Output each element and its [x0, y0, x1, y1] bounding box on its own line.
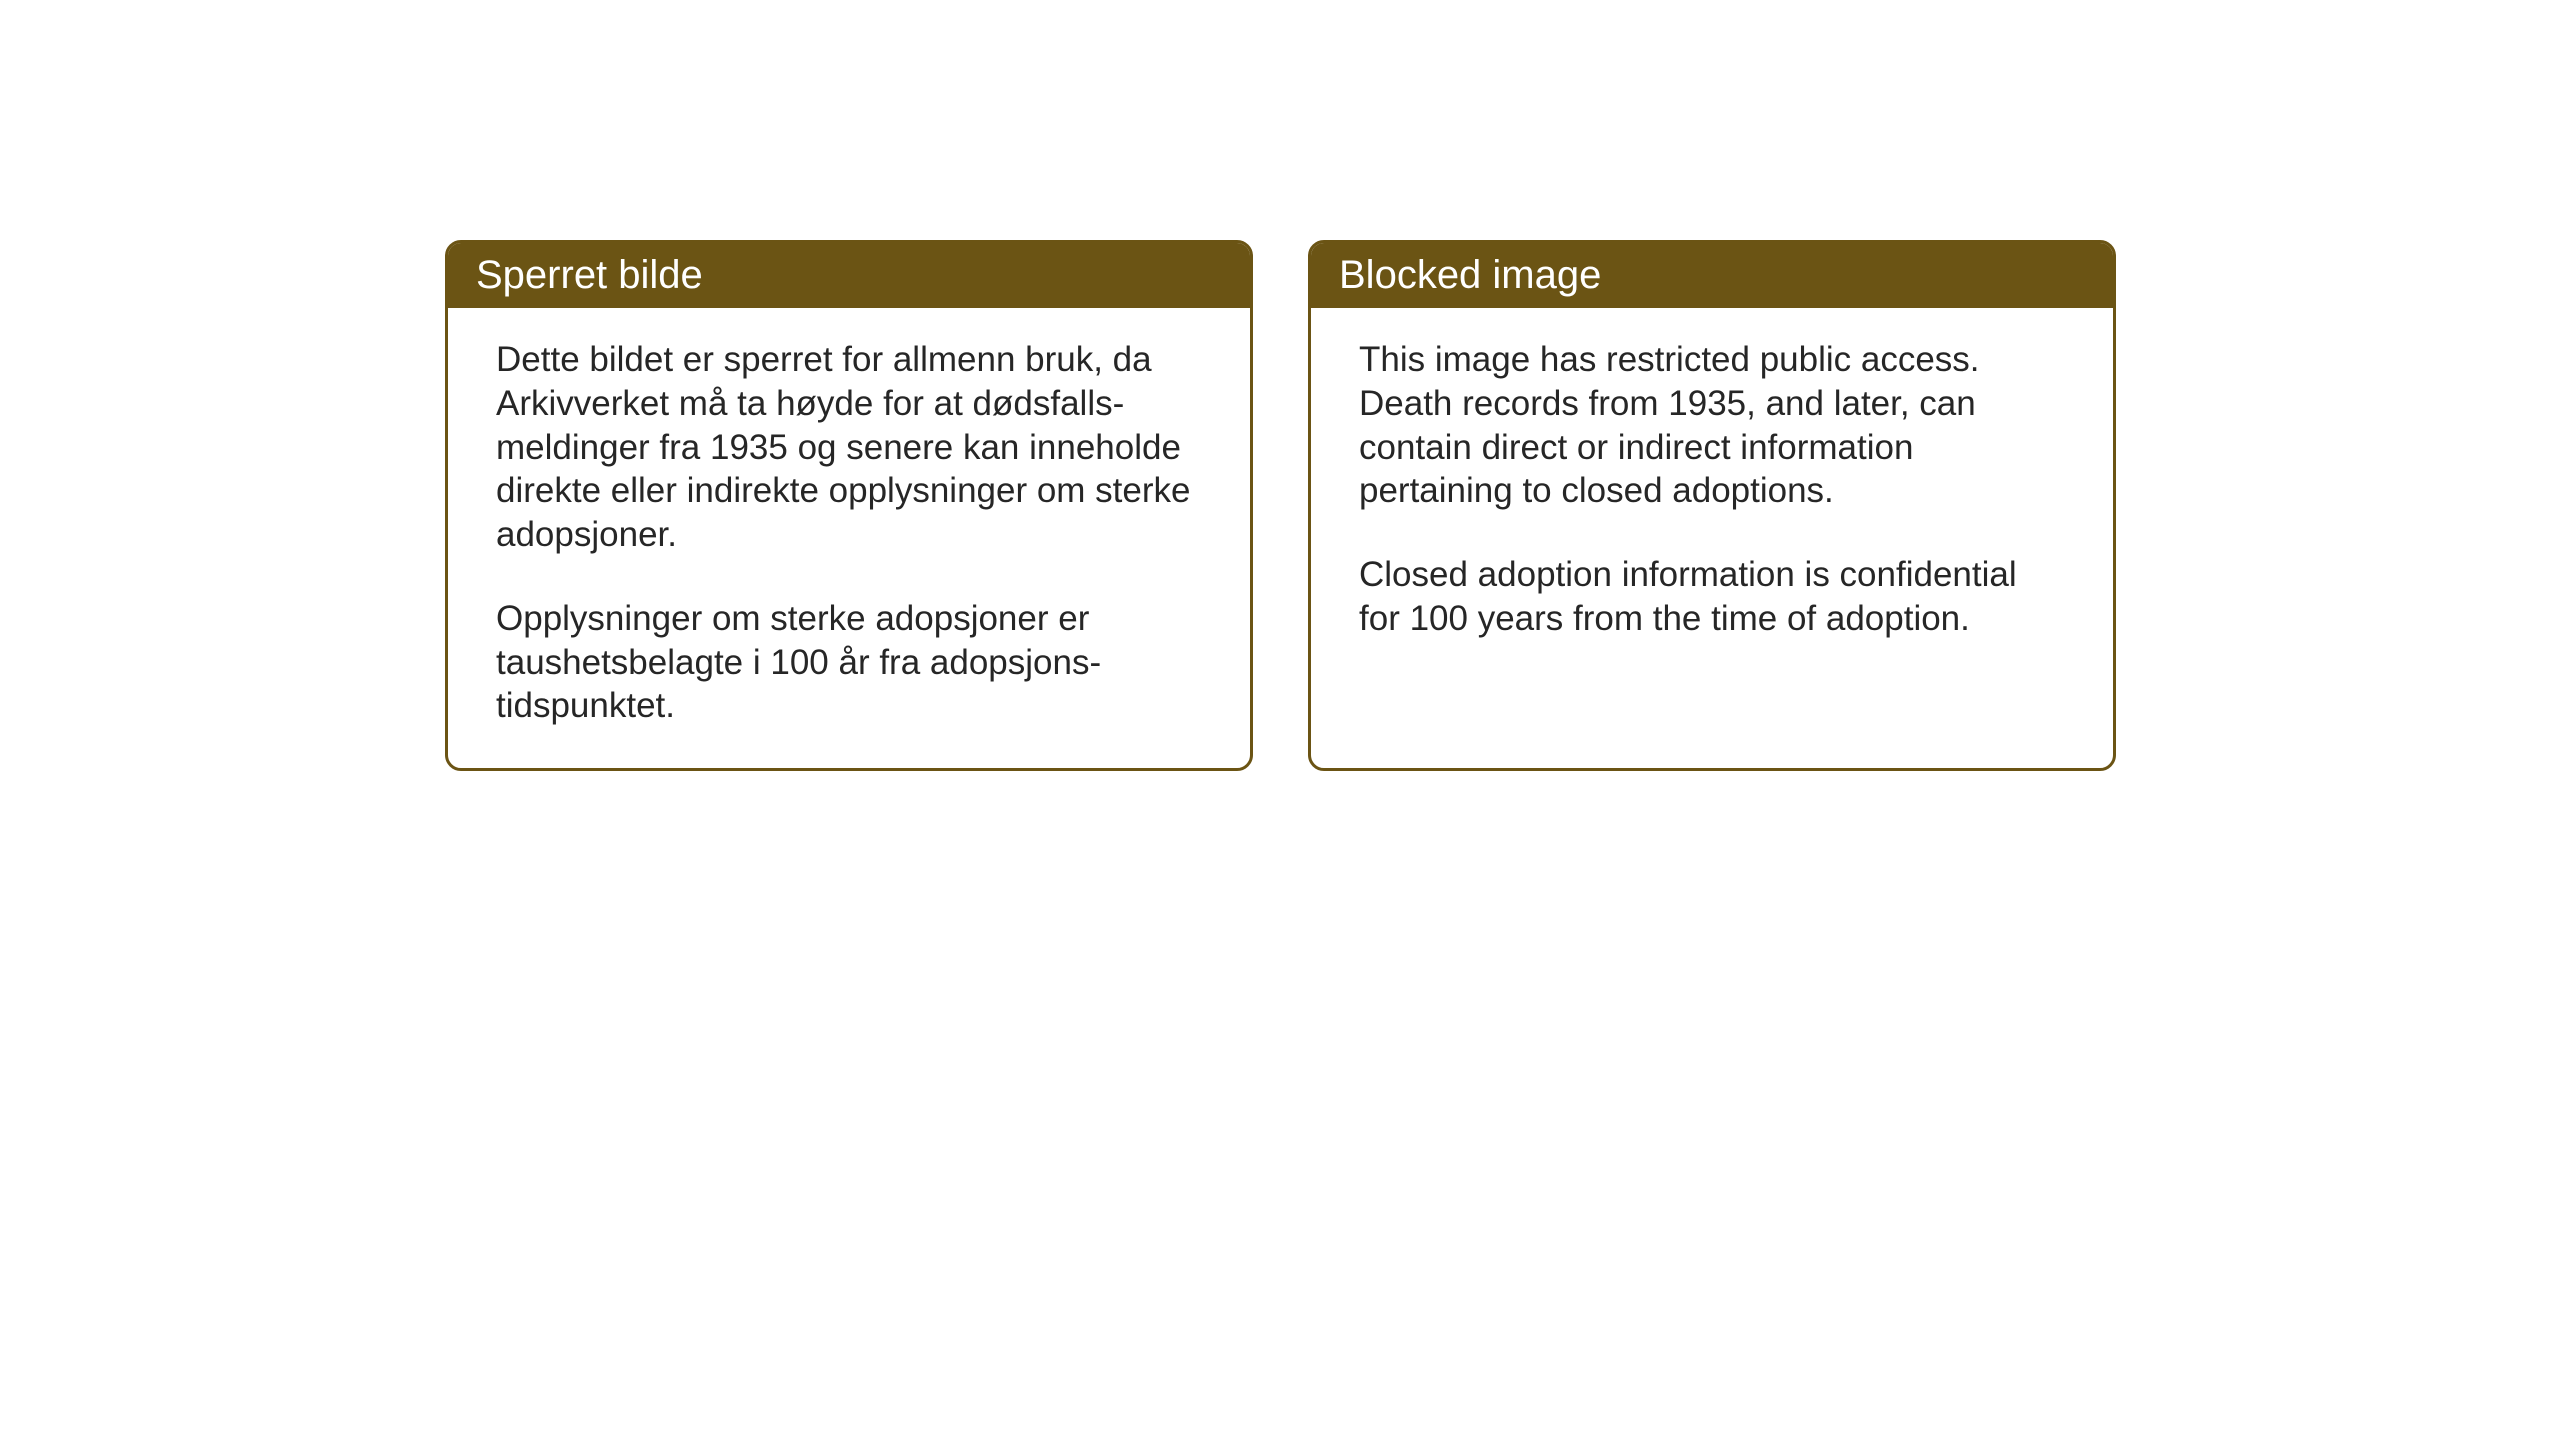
notice-box-norwegian: Sperret bilde Dette bildet er sperret fo… — [445, 240, 1253, 771]
notice-paragraph-1-english: This image has restricted public access.… — [1359, 338, 2065, 513]
notice-title-norwegian: Sperret bilde — [476, 253, 703, 297]
notice-container: Sperret bilde Dette bildet er sperret fo… — [445, 240, 2116, 771]
notice-header-norwegian: Sperret bilde — [448, 243, 1250, 308]
notice-header-english: Blocked image — [1311, 243, 2113, 308]
notice-title-english: Blocked image — [1339, 253, 1601, 297]
notice-paragraph-1-norwegian: Dette bildet er sperret for allmenn bruk… — [496, 338, 1202, 557]
notice-body-english: This image has restricted public access.… — [1311, 308, 2113, 748]
notice-paragraph-2-norwegian: Opplysninger om sterke adopsjoner er tau… — [496, 597, 1202, 728]
notice-paragraph-2-english: Closed adoption information is confident… — [1359, 553, 2065, 641]
notice-box-english: Blocked image This image has restricted … — [1308, 240, 2116, 771]
notice-body-norwegian: Dette bildet er sperret for allmenn bruk… — [448, 308, 1250, 768]
